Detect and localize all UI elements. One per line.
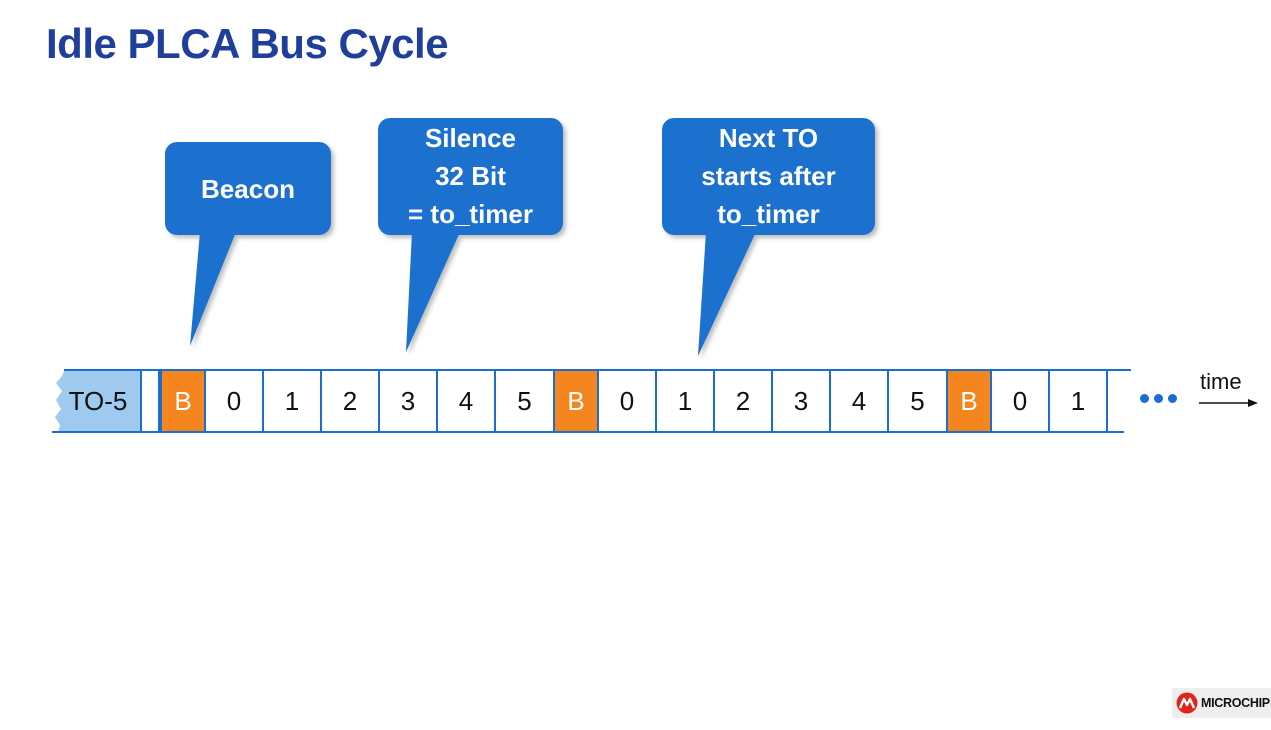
timeline-cell-slot: 0 xyxy=(990,371,1048,431)
timeline-cell-slot: 1 xyxy=(1048,371,1106,431)
callout-beacon-bubble xyxy=(165,142,331,346)
timeline-cell-label: 1 xyxy=(677,385,693,416)
arrow-right-icon xyxy=(1199,399,1258,407)
timeline-cell-slot: 0 xyxy=(597,371,655,431)
timeline-top-line xyxy=(64,369,1131,371)
microchip-logo-icon xyxy=(1176,692,1198,714)
callout-line: Silence xyxy=(424,123,517,153)
timeline-cell-label: B xyxy=(960,385,978,416)
timeline-cell-label: TO-5 xyxy=(68,385,128,416)
timeline-cell-slot: 3 xyxy=(378,371,436,431)
timeline-cell-slot: 5 xyxy=(494,371,553,431)
timeline-cell-beacon: B xyxy=(946,371,990,431)
timeline-cell-beacon: B xyxy=(553,371,597,431)
to-5-cell-background xyxy=(55,371,140,433)
logo-text: MICROCHIP xyxy=(1201,696,1270,710)
timeline-cell-slot: 1 xyxy=(262,371,320,431)
timeline-cell-label: 1 xyxy=(1070,385,1086,416)
page-title: Idle PLCA Bus Cycle xyxy=(46,20,449,67)
timeline-cell-gap xyxy=(140,371,160,431)
callout-line: Next TO xyxy=(718,123,819,153)
timeline-cell-label: 2 xyxy=(735,385,751,416)
timeline-cell-label: 5 xyxy=(517,385,532,416)
callout-line: Beacon xyxy=(201,174,295,204)
timeline-cell-slot: 2 xyxy=(320,371,378,431)
timeline-cell-label: 3 xyxy=(400,385,416,416)
callout-line: 32 Bit xyxy=(435,161,506,191)
callout-line: to_timer xyxy=(717,199,820,229)
callout-line: = to_timer xyxy=(408,199,533,229)
timeline-cell-slot: 2 xyxy=(713,371,771,431)
timeline-cell-slot: 0 xyxy=(204,371,262,431)
timeline-cell-gap-edge xyxy=(158,371,162,431)
callout-silence-bubble xyxy=(378,118,563,352)
timeline-cell-slot: 1 xyxy=(655,371,713,431)
timeline-cell-slot: 4 xyxy=(436,371,494,431)
callout-next-to-bubble xyxy=(662,118,875,356)
timeline-cell-end xyxy=(1106,371,1126,431)
timeline-cell-label: 0 xyxy=(619,385,635,416)
callout-beacon-text: Beacon xyxy=(165,170,331,208)
timeline-cell-label: 4 xyxy=(458,385,474,416)
timeline-cell-label: 3 xyxy=(793,385,809,416)
timeline-bottom-line xyxy=(52,431,1124,433)
timeline-cell-slot: 5 xyxy=(887,371,946,431)
callout-silence-text: Silence 32 Bit = to_timer xyxy=(378,119,563,233)
timeline-cell-label: 0 xyxy=(1012,385,1028,416)
callout-next-to-text: Next TO starts after to_timer xyxy=(662,119,875,233)
timeline-cell-slot: 4 xyxy=(829,371,887,431)
timeline-cell-label: 5 xyxy=(910,385,925,416)
timeline-cell-to-5: TO-5 xyxy=(56,371,140,431)
timeline-cell-label: 0 xyxy=(226,385,242,416)
timeline-cell-label: 1 xyxy=(284,385,300,416)
time-axis-label: time xyxy=(1200,369,1242,394)
ellipsis-icon xyxy=(1140,390,1182,408)
callout-line: starts after xyxy=(701,161,836,191)
timeline-cell-slot: 3 xyxy=(771,371,829,431)
timeline-cell-label: B xyxy=(567,385,585,416)
timeline-cell-beacon: B xyxy=(160,371,204,431)
timeline-cell-label: 2 xyxy=(342,385,358,416)
timeline-cell-label: 4 xyxy=(851,385,867,416)
microchip-logo: MICROCHIP xyxy=(1172,688,1271,718)
timeline-cell-label: B xyxy=(174,385,192,416)
